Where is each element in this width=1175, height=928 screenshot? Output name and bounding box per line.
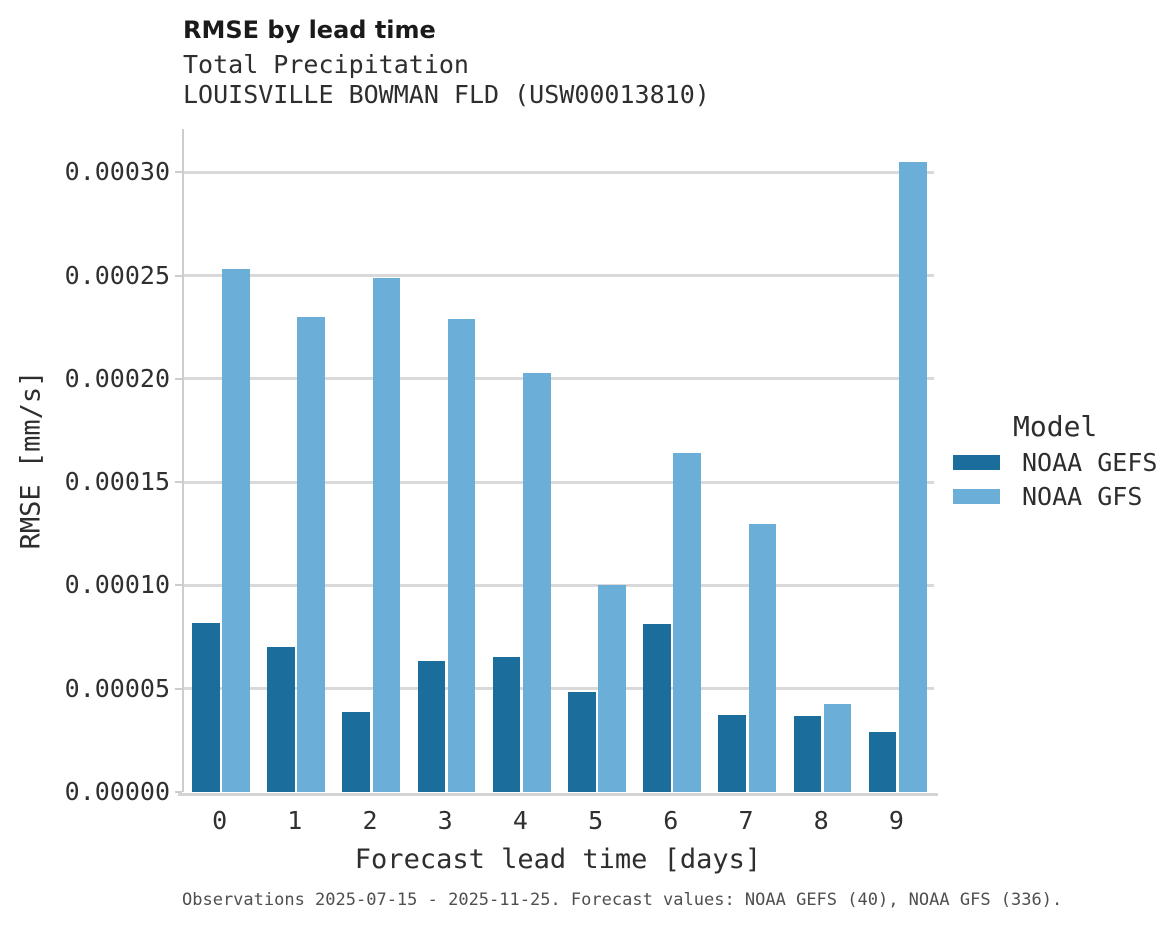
bar-noaa-gfs-day-9	[898, 162, 927, 792]
x-tick-label: 3	[437, 806, 453, 835]
x-axis-line	[178, 793, 938, 796]
x-tick-label: 2	[362, 806, 378, 835]
bar-noaa-gfs-day-0	[222, 269, 250, 792]
gridline	[184, 274, 934, 278]
bar-noaa-gefs-day-8	[793, 715, 822, 792]
x-tick-label: 5	[588, 806, 604, 835]
bar-noaa-gfs-day-7	[748, 523, 777, 792]
bar-noaa-gefs-day-0	[192, 622, 220, 792]
y-tick-mark	[175, 481, 182, 484]
bar-noaa-gefs-day-5	[568, 692, 596, 792]
bar-noaa-gfs-day-5	[598, 585, 626, 792]
gridline	[184, 583, 934, 587]
bar-noaa-gfs-day-3	[447, 319, 476, 792]
legend-label-noaa-gfs: NOAA GFS	[1022, 482, 1143, 511]
bar-noaa-gefs-day-4	[492, 656, 521, 792]
y-tick-mark	[175, 584, 182, 587]
bar-noaa-gfs-day-8	[823, 704, 852, 792]
bar-noaa-gfs-day-6	[673, 453, 701, 792]
bar-noaa-gfs-day-1	[297, 316, 325, 792]
chart-subtitle: Total Precipitation	[183, 50, 469, 79]
x-tick-label: 6	[663, 806, 679, 835]
legend-swatch-noaa-gfs	[953, 489, 1000, 504]
x-axis-label: Forecast lead time [days]	[354, 844, 762, 875]
plot-area	[182, 129, 934, 792]
y-tick-label: 0.00000	[64, 777, 170, 806]
chart-title: RMSE by lead time	[183, 16, 436, 44]
y-axis-label: RMSE [mm/s]	[15, 370, 47, 550]
y-tick-mark	[175, 791, 182, 793]
legend-swatch-noaa-gefs	[953, 455, 1000, 470]
gridline	[184, 480, 934, 484]
y-tick-mark	[175, 687, 182, 690]
y-tick-label: 0.00030	[64, 157, 170, 187]
bar-noaa-gefs-day-3	[417, 660, 446, 792]
x-tick-label: 0	[212, 806, 228, 835]
y-tick-mark	[175, 274, 182, 277]
gridline	[184, 377, 934, 381]
y-tick-label: 0.00025	[64, 260, 170, 290]
bar-noaa-gfs-day-4	[522, 372, 551, 792]
bar-noaa-gefs-day-1	[267, 647, 295, 792]
x-tick-label: 8	[813, 806, 829, 835]
gridline	[184, 170, 934, 174]
y-tick-label: 0.00020	[64, 363, 170, 393]
y-tick-label: 0.00015	[64, 467, 170, 497]
bar-noaa-gefs-day-7	[718, 714, 747, 792]
bar-noaa-gefs-day-2	[342, 712, 371, 792]
y-tick-mark	[175, 377, 182, 380]
chart-station: LOUISVILLE BOWMAN FLD (USW00013810)	[183, 80, 710, 109]
legend-title: Model	[1013, 410, 1098, 443]
y-tick-mark	[175, 171, 182, 174]
caption: Observations 2025-07-15 - 2025-11-25. Fo…	[182, 890, 1063, 910]
bar-noaa-gefs-day-6	[643, 624, 671, 792]
bar-noaa-gefs-day-9	[868, 732, 897, 792]
x-tick-label: 9	[888, 806, 904, 835]
y-tick-label: 0.00005	[64, 673, 170, 703]
legend-label-noaa-gefs: NOAA GEFS	[1022, 448, 1158, 477]
gridline	[184, 687, 934, 691]
bar-noaa-gfs-day-2	[372, 277, 401, 792]
y-tick-label: 0.00010	[64, 570, 170, 600]
x-tick-label: 1	[287, 806, 303, 835]
x-tick-label: 4	[512, 806, 528, 835]
x-tick-label: 7	[738, 806, 754, 835]
